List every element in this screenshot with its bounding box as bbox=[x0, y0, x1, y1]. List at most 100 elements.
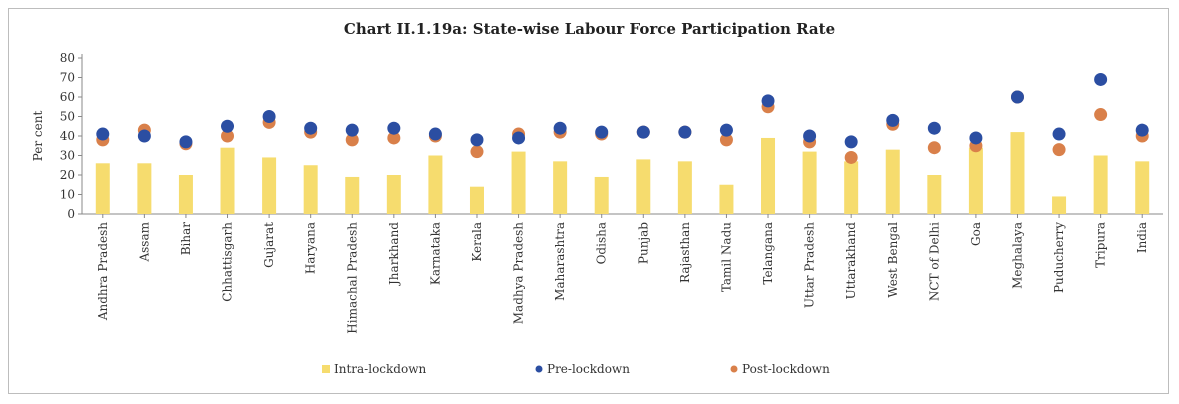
bar-intra-lockdown bbox=[137, 163, 152, 214]
point-pre-lockdown bbox=[428, 127, 442, 141]
legend-post-lockdown-marker bbox=[730, 365, 738, 373]
bar-intra-lockdown bbox=[469, 186, 484, 214]
bar-intra-lockdown bbox=[1093, 155, 1108, 214]
bar-intra-lockdown bbox=[345, 176, 360, 214]
legend-pre-lockdown-marker bbox=[535, 365, 543, 373]
legend-pre-lockdown-label: Pre-lockdown bbox=[547, 362, 630, 376]
x-tick-label: Gujarat bbox=[262, 222, 276, 268]
point-pre-lockdown bbox=[803, 129, 817, 143]
x-tick-label: Madhya Pradesh bbox=[512, 222, 526, 325]
bar-intra-lockdown bbox=[511, 151, 526, 214]
x-tick-label: Tamil Nadu bbox=[719, 222, 733, 292]
x-tick-label: West Bengal bbox=[886, 222, 900, 298]
point-pre-lockdown bbox=[96, 127, 110, 141]
bar-intra-lockdown bbox=[553, 161, 568, 214]
point-pre-lockdown bbox=[969, 131, 983, 145]
y-tick-label: 0 bbox=[67, 207, 75, 221]
bar-intra-lockdown bbox=[178, 175, 193, 214]
point-pre-lockdown bbox=[719, 123, 733, 137]
x-tick-label: Rajasthan bbox=[678, 222, 692, 283]
x-tick-label: Chhattisgarh bbox=[221, 222, 235, 302]
x-tick-label: Tripura bbox=[1094, 222, 1108, 268]
point-post-lockdown bbox=[719, 133, 733, 147]
point-post-lockdown bbox=[387, 131, 401, 145]
point-pre-lockdown bbox=[345, 123, 359, 137]
x-tick-label: Puducherry bbox=[1052, 222, 1066, 293]
point-pre-lockdown bbox=[179, 135, 193, 149]
legend-post-lockdown-label: Post-lockdown bbox=[742, 362, 830, 376]
point-pre-lockdown bbox=[470, 133, 484, 147]
y-tick-label: 10 bbox=[60, 188, 75, 202]
point-post-lockdown bbox=[221, 129, 235, 143]
point-pre-lockdown bbox=[137, 129, 151, 143]
x-tick-label: Meghalaya bbox=[1010, 222, 1024, 289]
point-pre-lockdown bbox=[1094, 72, 1108, 86]
y-tick-label: 70 bbox=[60, 71, 75, 85]
bar-intra-lockdown bbox=[95, 163, 110, 214]
bar-intra-lockdown bbox=[428, 155, 443, 214]
y-tick-label: 60 bbox=[60, 90, 75, 104]
x-tick-label: Kerala bbox=[470, 222, 484, 262]
bar-intra-lockdown bbox=[719, 184, 734, 214]
x-tick-label: Maharashtra bbox=[553, 222, 567, 301]
bar-intra-lockdown bbox=[677, 161, 692, 214]
point-pre-lockdown bbox=[595, 125, 609, 139]
point-pre-lockdown bbox=[761, 94, 775, 108]
point-pre-lockdown bbox=[1010, 90, 1024, 104]
bar-intra-lockdown bbox=[844, 161, 859, 214]
point-pre-lockdown bbox=[678, 125, 692, 139]
x-tick-label: Haryana bbox=[304, 222, 318, 274]
bar-intra-lockdown bbox=[1052, 196, 1067, 214]
chart-title: Chart II.1.19a: State-wise Labour Force … bbox=[343, 20, 836, 38]
bar-intra-lockdown bbox=[636, 159, 651, 214]
x-tick-label: Andhra Pradesh bbox=[96, 222, 110, 321]
y-tick-label: 20 bbox=[60, 168, 75, 182]
y-axis-label: Per cent bbox=[31, 111, 45, 162]
x-tick-label: India bbox=[1135, 222, 1149, 253]
x-tick-label: NCT of Delhi bbox=[927, 222, 941, 301]
y-tick-label: 80 bbox=[60, 51, 75, 65]
x-tick-label: Punjab bbox=[636, 222, 650, 264]
point-post-lockdown bbox=[1052, 143, 1066, 157]
point-pre-lockdown bbox=[221, 119, 235, 133]
bar-intra-lockdown bbox=[1135, 161, 1150, 214]
point-pre-lockdown bbox=[304, 121, 318, 135]
x-tick-label: Karnataka bbox=[428, 222, 442, 285]
bar-intra-lockdown bbox=[927, 175, 942, 214]
x-tick-label: Bihar bbox=[179, 222, 193, 256]
y-tick-label: 30 bbox=[60, 149, 75, 163]
point-post-lockdown bbox=[1094, 108, 1108, 122]
x-tick-label: Uttarakhand bbox=[844, 222, 858, 300]
point-pre-lockdown bbox=[636, 125, 650, 139]
point-post-lockdown bbox=[470, 145, 484, 159]
point-pre-lockdown bbox=[262, 110, 276, 123]
x-tick-label: Jharkhand bbox=[387, 222, 401, 287]
legend-intra-lockdown-swatch bbox=[322, 365, 330, 373]
x-tick-label: Himachal Pradesh bbox=[345, 222, 359, 334]
bar-intra-lockdown bbox=[303, 165, 318, 214]
point-post-lockdown bbox=[345, 133, 359, 147]
bar-intra-lockdown bbox=[262, 157, 277, 214]
point-post-lockdown bbox=[844, 150, 858, 164]
point-pre-lockdown bbox=[1052, 127, 1066, 141]
x-tick-label: Odisha bbox=[595, 222, 609, 264]
point-pre-lockdown bbox=[553, 121, 567, 135]
point-pre-lockdown bbox=[886, 113, 900, 127]
point-pre-lockdown bbox=[1135, 123, 1149, 137]
point-pre-lockdown bbox=[927, 121, 941, 135]
bar-intra-lockdown bbox=[802, 151, 817, 214]
bar-intra-lockdown bbox=[220, 147, 235, 214]
bar-intra-lockdown bbox=[594, 176, 609, 214]
bar-intra-lockdown bbox=[968, 147, 983, 214]
legend-intra-lockdown-label: Intra-lockdown bbox=[334, 362, 426, 376]
y-tick-label: 50 bbox=[60, 110, 75, 124]
bar-intra-lockdown bbox=[1010, 132, 1025, 214]
point-post-lockdown bbox=[927, 141, 941, 155]
point-pre-lockdown bbox=[512, 131, 526, 145]
y-tick-label: 40 bbox=[60, 129, 75, 143]
point-pre-lockdown bbox=[844, 135, 858, 149]
x-tick-label: Uttar Pradesh bbox=[803, 222, 817, 308]
x-tick-label: Telangana bbox=[761, 222, 775, 285]
bar-intra-lockdown bbox=[885, 149, 900, 214]
